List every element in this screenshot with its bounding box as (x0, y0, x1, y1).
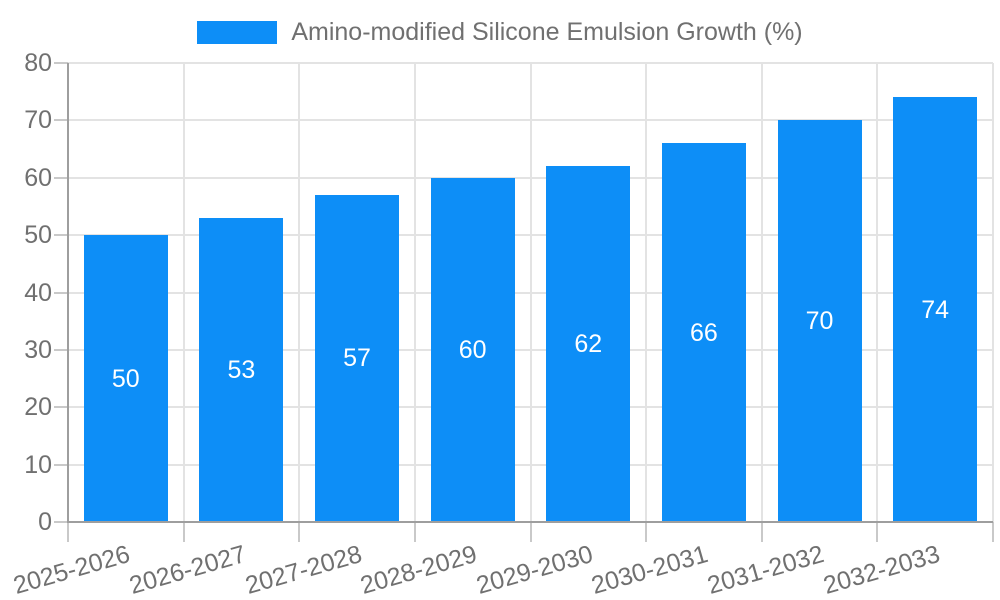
bar[interactable] (546, 166, 631, 522)
y-axis-line (67, 63, 69, 523)
legend-swatch-icon (197, 20, 278, 44)
gridline-vertical (876, 63, 879, 522)
bar-value-label: 60 (458, 335, 487, 364)
y-axis-tick (54, 62, 68, 64)
y-axis-tick-label: 10 (24, 450, 52, 479)
y-axis-tick (54, 463, 68, 466)
legend-label: Amino-modified Silicone Emulsion Growth … (291, 18, 803, 46)
y-axis-tick-label: 40 (24, 278, 52, 307)
bar-value-label: 53 (227, 355, 256, 384)
chart-legend: Amino-modified Silicone Emulsion Growth … (0, 19, 1000, 45)
y-axis-tick (54, 521, 68, 523)
x-axis-tick-label: 2027-2028 (241, 540, 365, 600)
y-axis-tick (54, 176, 68, 179)
bar-value-label: 50 (111, 364, 140, 393)
x-axis-tick (67, 522, 69, 542)
y-axis-tick-label: 60 (24, 163, 52, 192)
x-axis-tick (298, 522, 301, 542)
x-axis-tick-label: 2029-2030 (473, 540, 596, 600)
bar[interactable] (430, 177, 515, 522)
x-axis-tick-label: 2032-2033 (819, 540, 943, 600)
bar[interactable] (83, 235, 168, 522)
bar-value-label: 62 (574, 330, 603, 359)
y-axis-tick-label: 30 (24, 335, 52, 364)
y-axis-tick (54, 291, 68, 294)
gridline-vertical (413, 63, 416, 522)
x-axis-tick-label: 2030-2031 (588, 540, 712, 600)
x-axis-tick (182, 522, 185, 542)
x-axis-tick-label: 2026-2027 (126, 540, 249, 600)
legend-item[interactable]: Amino-modified Silicone Emulsion Growth … (197, 18, 803, 46)
gridline-vertical (992, 63, 994, 522)
x-axis-tick (760, 522, 763, 542)
y-axis-tick (54, 406, 68, 409)
y-axis-tick (54, 234, 68, 237)
bar[interactable] (199, 217, 284, 522)
x-axis-tick (992, 522, 994, 542)
gridline-vertical (298, 63, 301, 522)
x-axis-tick-label: 2031-2032 (704, 540, 828, 600)
x-axis-tick-label: 2025-2026 (10, 540, 134, 600)
x-axis-tick (413, 522, 416, 542)
bar-value-label: 66 (690, 318, 718, 347)
bar-value-label: 70 (805, 307, 834, 336)
x-axis-tick-label: 2028-2029 (357, 540, 481, 600)
gridline-vertical (760, 63, 763, 522)
bar-value-label: 57 (343, 344, 371, 373)
x-axis-tick (529, 522, 532, 542)
y-axis-tick-label: 20 (24, 393, 52, 422)
bar[interactable] (893, 97, 978, 522)
gridline-vertical (182, 63, 185, 522)
gridline-vertical (645, 63, 648, 522)
y-axis-tick (54, 348, 68, 351)
y-axis-tick (54, 119, 68, 122)
x-axis-line (68, 521, 993, 523)
y-axis-tick-label: 0 (38, 508, 52, 536)
y-axis-tick-label: 50 (24, 221, 52, 250)
bar[interactable] (661, 143, 746, 522)
y-axis-tick-label: 70 (24, 106, 52, 135)
bar-value-label: 74 (921, 295, 950, 324)
bar[interactable] (777, 120, 862, 522)
gridline-vertical (529, 63, 532, 522)
x-axis-tick (645, 522, 648, 542)
bar[interactable] (315, 194, 400, 522)
y-axis-tick-label: 80 (24, 49, 52, 77)
x-axis-tick (876, 522, 879, 542)
